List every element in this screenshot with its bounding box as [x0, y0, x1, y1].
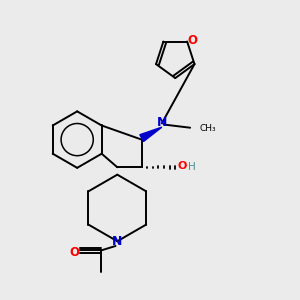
Text: H: H — [188, 162, 196, 172]
Text: CH₃: CH₃ — [200, 124, 216, 133]
Text: N: N — [112, 235, 122, 248]
Text: O: O — [177, 161, 187, 171]
Text: N: N — [157, 116, 167, 130]
Text: O: O — [188, 34, 197, 46]
Text: O: O — [69, 246, 79, 259]
Polygon shape — [140, 127, 162, 142]
